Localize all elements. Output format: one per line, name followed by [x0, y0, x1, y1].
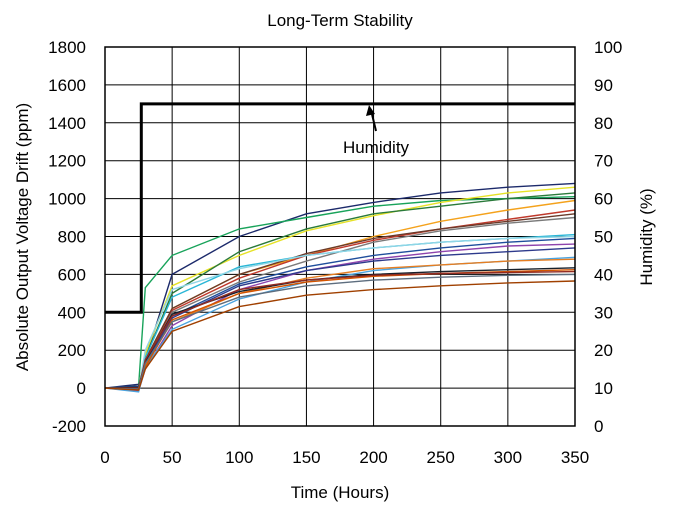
y-tick-label: 1600: [48, 76, 86, 95]
annotation-arrowhead: [366, 105, 375, 116]
drift-series-line: [104, 280, 576, 391]
y-axis-title: Absolute Output Voltage Drift (ppm): [13, 103, 32, 371]
y2-tick-label: 40: [594, 265, 613, 284]
drift-series-line: [104, 182, 576, 389]
x-tick-label: 350: [561, 448, 589, 467]
y2-axis-tick-labels: 0 10 20 30 40 50 60 70 80 90 100: [594, 38, 622, 436]
x-tick-label: 150: [292, 448, 320, 467]
drift-series-line: [104, 273, 576, 390]
y-tick-label: 800: [58, 228, 86, 247]
humidity-series-group: [105, 102, 575, 314]
x-tick-label: 0: [100, 448, 109, 467]
x-tick-label: 250: [427, 448, 455, 467]
y-tick-label: 400: [58, 303, 86, 322]
y2-tick-label: 70: [594, 152, 613, 171]
humidity-annotation: Humidity: [343, 105, 410, 157]
drift-series-group: [104, 182, 576, 393]
y2-tick-label: 80: [594, 114, 613, 133]
y-tick-label: 600: [58, 265, 86, 284]
y-tick-label: 0: [77, 379, 86, 398]
y2-tick-label: 60: [594, 190, 613, 209]
drift-series-line: [104, 216, 576, 390]
y-tick-label: -200: [52, 417, 86, 436]
y2-tick-label: 30: [594, 303, 613, 322]
x-tick-label: 100: [225, 448, 253, 467]
drift-series-line: [104, 213, 576, 389]
x-tick-label: 200: [359, 448, 387, 467]
x-axis-tick-labels: 0 50 100 150 200 250 300 350: [100, 448, 589, 467]
y-tick-label: 1800: [48, 38, 86, 57]
y-tick-label: 1200: [48, 152, 86, 171]
y2-tick-label: 10: [594, 379, 613, 398]
y2-tick-label: 100: [594, 38, 622, 57]
drift-series-line: [104, 196, 576, 389]
y2-axis-title: Humidity (%): [637, 188, 656, 285]
x-tick-label: 50: [163, 448, 182, 467]
plot-frame: [104, 46, 576, 427]
y2-tick-label: 50: [594, 228, 613, 247]
y-tick-label: 200: [58, 341, 86, 360]
annotation-label: Humidity: [343, 138, 410, 157]
x-tick-label: 300: [494, 448, 522, 467]
y2-tick-label: 0: [594, 417, 603, 436]
y-tick-label: 1400: [48, 114, 86, 133]
drift-series-line: [104, 235, 576, 390]
humidity-line: [105, 102, 575, 314]
y2-tick-label: 20: [594, 341, 613, 360]
chart-title: Long-Term Stability: [267, 11, 413, 30]
y-tick-label: 1000: [48, 190, 86, 209]
y2-tick-label: 90: [594, 76, 613, 95]
y-axis-tick-labels: -200 0 200 400 600 800 1000 1200 1400 1600 1800: [48, 38, 86, 436]
drift-series-line: [104, 186, 576, 389]
x-axis-title: Time (Hours): [291, 483, 390, 502]
